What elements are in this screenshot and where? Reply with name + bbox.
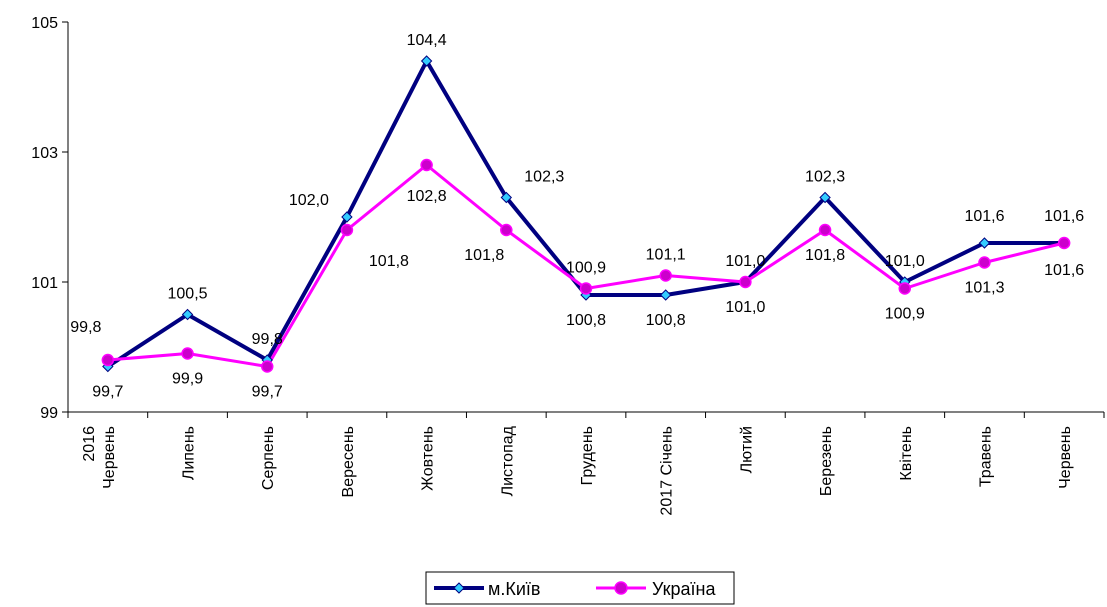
x-tick-label: Червень [1057,426,1074,489]
data-point [341,211,353,223]
data-label-kyiv: 101,0 [725,253,765,270]
x-tick-label: Серпень [260,426,277,490]
data-point [101,353,115,367]
legend-marker-ukraine [614,581,628,595]
x-tick-label: 2016 [81,426,98,462]
legend-marker-kyiv [453,582,465,594]
data-label-ukraine: 101,6 [1044,262,1084,279]
data-point [420,158,433,172]
data-label-kyiv: 99,7 [92,384,123,401]
data-point [340,223,354,237]
data-label-ukraine: 99,8 [70,319,101,336]
data-label-kyiv: 104,4 [407,32,447,49]
data-label-kyiv: 100,8 [646,312,686,329]
data-label-kyiv: 102,3 [524,169,564,186]
data-label-ukraine: 100,9 [566,260,606,277]
data-point [500,223,513,237]
data-label-kyiv: 100,8 [566,312,606,329]
data-labels: 99,7 100,5 99,8 102,0 104,4 102,3 100,8 100,8 10… [70,32,1084,401]
y-tick-label: 103 [31,145,58,162]
data-point [818,223,832,237]
data-label-kyiv: 100,5 [168,286,208,303]
y-tick-label: 101 [31,275,58,292]
data-label-kyiv: 102,0 [289,192,329,209]
data-label-ukraine: 101,3 [964,280,1004,297]
data-point [181,308,194,321]
legend-label-ukraine: Україна [652,579,716,599]
data-label-ukraine: 99,9 [172,371,203,388]
data-point [260,360,274,373]
y-tick-label: 99 [40,405,58,422]
data-label-ukraine: 101,8 [369,253,409,270]
data-point [659,269,672,282]
legend: м.Київ Україна [425,571,735,605]
x-tick-label: Листопад [499,425,516,496]
x-tick-label: Березень [818,426,835,496]
data-point [1057,236,1071,250]
data-label-ukraine: 101,1 [646,247,686,264]
x-tick-label: Травень [977,426,994,487]
data-label-kyiv: 101,0 [885,253,925,270]
x-tick-label: Лютий [738,426,755,473]
y-axis-ticks: 99 101 103 105 [31,15,68,422]
data-point [978,237,991,249]
data-point [181,347,194,360]
data-label-ukraine: 101,8 [464,247,504,264]
data-label-kyiv: 102,3 [805,169,845,186]
series-markers [101,55,1071,373]
x-tick-label: Вересень [340,426,357,497]
data-point [819,191,831,204]
y-tick-label: 105 [31,15,58,32]
data-label-ukraine: 101,0 [725,299,765,316]
x-tick-label: Червень [101,426,118,489]
data-point [659,289,672,301]
data-point [978,256,991,269]
data-point [739,275,752,289]
data-label-kyiv: 99,8 [252,331,283,348]
data-label-ukraine: 102,8 [407,188,447,205]
data-label-kyiv: 101,6 [1044,208,1084,225]
data-point [579,282,593,295]
x-axis-ticks: 2016 Червень Липень Серпень Вересень Жовтень Л… [67,412,1105,516]
x-tick-label: Липень [181,426,198,480]
data-point [898,282,912,295]
x-tick-label: 2017 Січень [659,426,676,516]
x-tick-label: Грудень [579,426,596,485]
legend-label-kyiv: м.Київ [488,579,540,599]
data-point [420,55,433,67]
data-label-ukraine: 101,8 [805,247,845,264]
data-label-ukraine: 99,7 [252,384,283,401]
data-point [500,191,513,204]
x-tick-label: Квітень [898,426,915,481]
data-label-kyiv: 101,6 [964,208,1004,225]
axes [67,22,1104,413]
x-tick-label: Жовтень [420,426,437,491]
data-label-ukraine: 100,9 [885,306,925,323]
